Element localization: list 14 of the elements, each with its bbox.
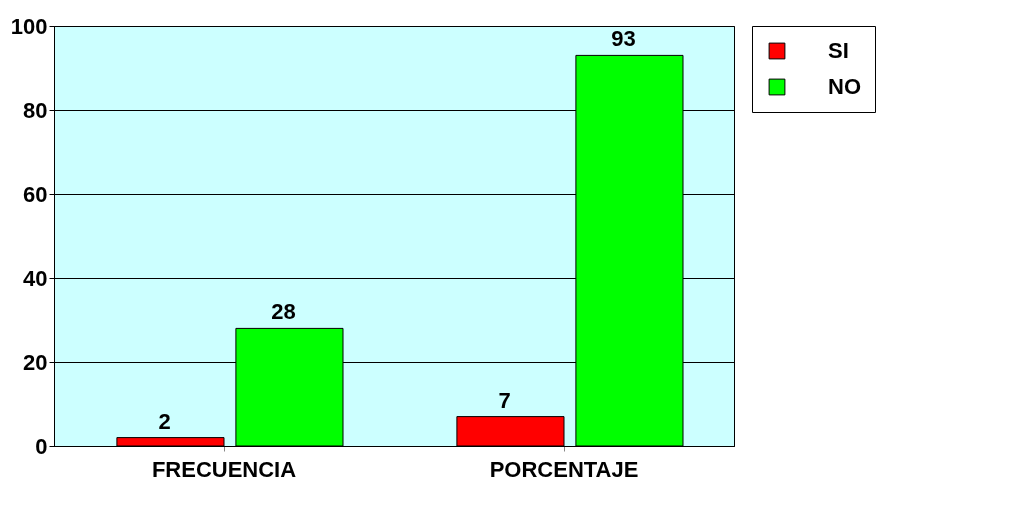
data-label: 2: [158, 408, 171, 434]
y-tick-label: 20: [23, 349, 48, 375]
legend-label: SI: [828, 38, 849, 63]
y-tick-label: 0: [35, 433, 48, 459]
data-label: 7: [498, 387, 511, 413]
data-label: 93: [611, 26, 636, 52]
data-label: 28: [271, 299, 296, 325]
y-tick-label: 40: [23, 265, 48, 291]
x-tick-label: PORCENTAJE: [489, 456, 639, 482]
y-tick-label: 60: [23, 181, 48, 207]
legend-label: NO: [828, 74, 861, 99]
x-tick-label: FRECUENCIA: [151, 456, 297, 482]
y-tick-label: 100: [10, 13, 48, 39]
y-tick-label: 80: [23, 97, 48, 123]
